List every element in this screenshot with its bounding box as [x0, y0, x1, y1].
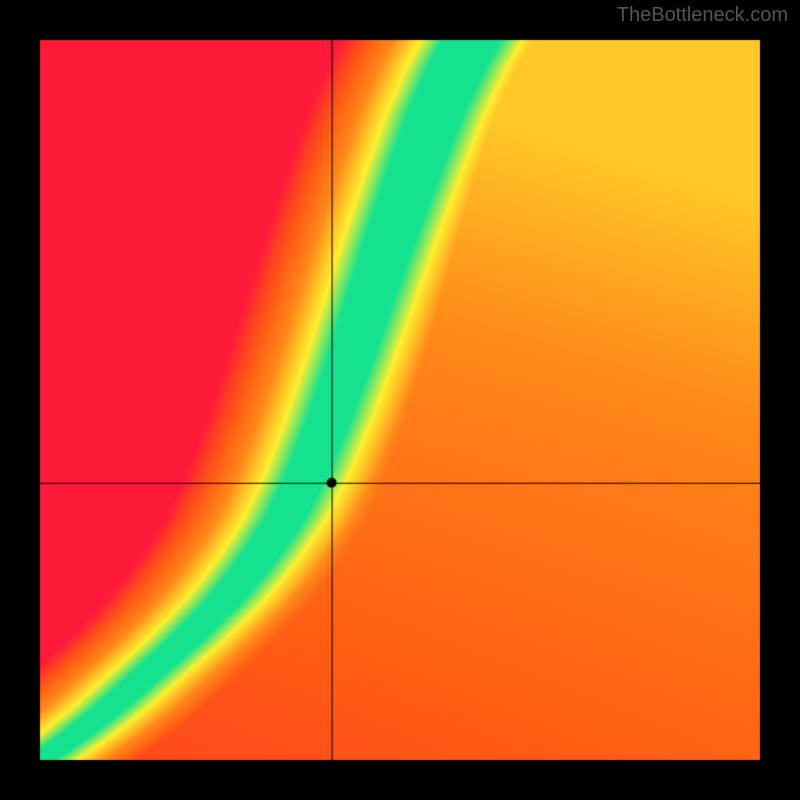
- heatmap-canvas: [0, 0, 800, 800]
- chart-container: TheBottleneck.com: [0, 0, 800, 800]
- attribution-text: TheBottleneck.com: [617, 4, 788, 27]
